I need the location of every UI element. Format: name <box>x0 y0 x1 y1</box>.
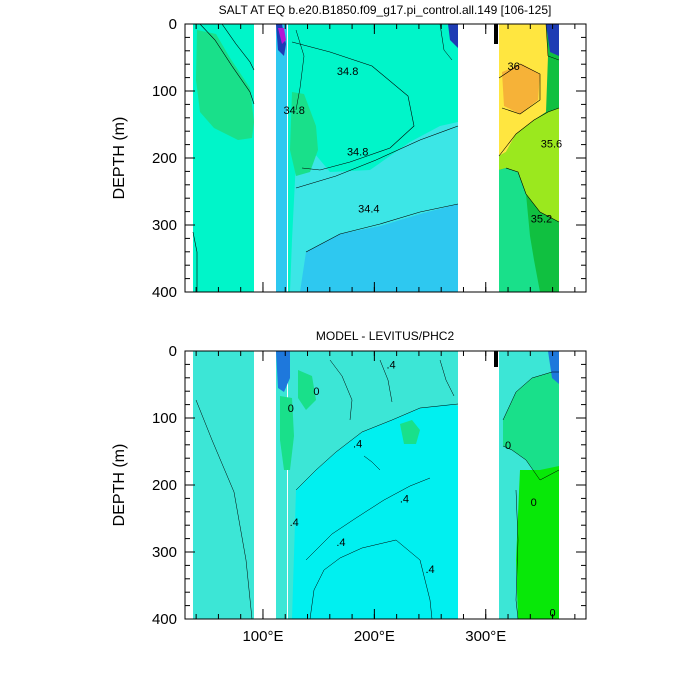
bottom-pacific-green-blob-2 <box>400 420 420 444</box>
top-atlantic-marker <box>494 24 498 44</box>
y-tick-label: 200 <box>152 477 177 494</box>
bottom-indian-contour <box>195 399 253 619</box>
contour-label: 34.4 <box>358 203 379 215</box>
contour-label: 35.2 <box>531 213 552 225</box>
y-tick-label: 100 <box>152 410 177 427</box>
bottom-difference-field: .4 0 0 .4 0 .4 0 .4 .4 .4 0 <box>193 351 560 619</box>
top-panel-title: SALT AT EQ b.e20.B1850.f09_g17.pi_contro… <box>219 3 552 17</box>
top-ylabel: DEPTH (m) <box>111 117 128 200</box>
top-strait-1-base <box>276 24 287 292</box>
top-contour-35-2 <box>505 167 560 223</box>
bottom-contour-upper <box>295 403 459 491</box>
bottom-axes: 100°E 200°E 300°E 0 100 200 300 400 <box>152 343 586 645</box>
contour-label: 0 <box>550 607 556 619</box>
top-east-contour <box>439 24 453 61</box>
top-pacific-east-deep <box>448 24 458 48</box>
bottom-atlantic-contour-3 <box>515 489 519 619</box>
bottom-indian-ocean-base <box>193 351 254 619</box>
bottom-contour-labels: .4 0 0 .4 0 .4 0 .4 .4 .4 0 <box>288 359 556 619</box>
top-west-contour <box>295 29 305 111</box>
contour-label: 34.8 <box>347 146 368 158</box>
bottom-pacific-cyan <box>292 404 458 619</box>
top-contour-34-4 <box>305 203 459 253</box>
top-pacific-west-high <box>290 92 318 176</box>
top-indian-contour-2 <box>221 24 255 71</box>
top-panel: SALT AT EQ b.e20.B1850.f09_g17.pi_contro… <box>111 3 587 301</box>
top-contour-labels: 34.8 34.8 34.8 34.4 36 35.6 35.2 <box>283 61 562 225</box>
y-tick-label: 0 <box>169 343 177 360</box>
bottom-atlantic-bright-green <box>516 466 559 619</box>
contour-label: 35.6 <box>541 138 562 150</box>
bottom-contour-east <box>439 359 455 397</box>
y-tick-label: 100 <box>152 83 177 100</box>
bottom-atlantic-marker <box>494 351 498 367</box>
y-tick-label: 0 <box>169 16 177 33</box>
y-tick-label: 300 <box>152 544 177 561</box>
bottom-pacific-west-blue <box>276 351 290 392</box>
contour-label: 34.8 <box>337 66 358 78</box>
contour-label: .4 <box>400 493 409 505</box>
bottom-contour-west <box>329 359 353 421</box>
bottom-contour-lower <box>309 539 433 619</box>
bottom-ylabel: DEPTH (m) <box>111 444 128 527</box>
bottom-contour-small <box>363 455 381 471</box>
top-indian-contour <box>199 24 255 105</box>
x-tick-label: 300°E <box>465 628 506 645</box>
contour-label: 34.8 <box>283 105 304 117</box>
y-tick-label: 200 <box>152 150 177 167</box>
contour-label: 36 <box>507 61 519 73</box>
bottom-pacific-green-blob <box>298 370 316 410</box>
bottom-panel: MODEL - LEVITUS/PHC2 <box>111 329 587 645</box>
y-tick-label: 300 <box>152 217 177 234</box>
top-salinity-field: 34.8 34.8 34.8 34.4 36 35.6 35.2 <box>192 24 562 292</box>
top-atlantic-lime <box>499 108 559 222</box>
top-pacific-lowest-salinity <box>300 204 458 292</box>
top-axes: 0 100 200 300 400 <box>152 16 586 301</box>
bottom-panel-title: MODEL - LEVITUS/PHC2 <box>316 329 455 343</box>
top-atlantic-east-deep <box>546 24 559 56</box>
top-contour-34-8 <box>291 41 415 171</box>
contour-label: 0 <box>531 497 537 509</box>
contour-label: 0 <box>505 440 511 452</box>
top-contour-34-8-lower <box>295 125 459 189</box>
top-indian-deep-contour <box>192 231 198 292</box>
top-contour-36 <box>498 63 541 115</box>
bottom-strait-1-base <box>276 351 287 619</box>
top-pacific-west-purple <box>278 28 286 44</box>
bottom-contour-west-2 <box>379 359 393 403</box>
bottom-atlantic-green <box>503 372 559 480</box>
bottom-atlantic-contour <box>502 371 559 421</box>
bottom-atlantic-contour-2 <box>502 445 560 481</box>
bottom-contour-middle <box>305 477 431 561</box>
bottom-pacific-west-green <box>280 396 294 470</box>
y-tick-label: 400 <box>152 284 177 301</box>
contour-label: .4 <box>336 537 345 549</box>
contour-label: .4 <box>386 359 395 371</box>
bottom-atlantic-blue <box>548 351 559 384</box>
top-atlantic-east-contour <box>545 24 560 61</box>
x-tick-label: 200°E <box>354 628 395 645</box>
top-indian-high-salinity <box>196 30 254 140</box>
x-tick-label: 100°E <box>242 628 283 645</box>
contour-label: 0 <box>288 403 294 415</box>
top-contour-35-6 <box>498 107 560 157</box>
top-atlantic-orange <box>502 64 540 114</box>
contour-label: 0 <box>313 386 319 398</box>
top-atlantic-green <box>499 168 540 292</box>
y-tick-label: 400 <box>152 611 177 628</box>
contour-label: .4 <box>290 517 299 529</box>
contour-label: .4 <box>425 564 434 576</box>
contour-label: .4 <box>353 438 362 450</box>
